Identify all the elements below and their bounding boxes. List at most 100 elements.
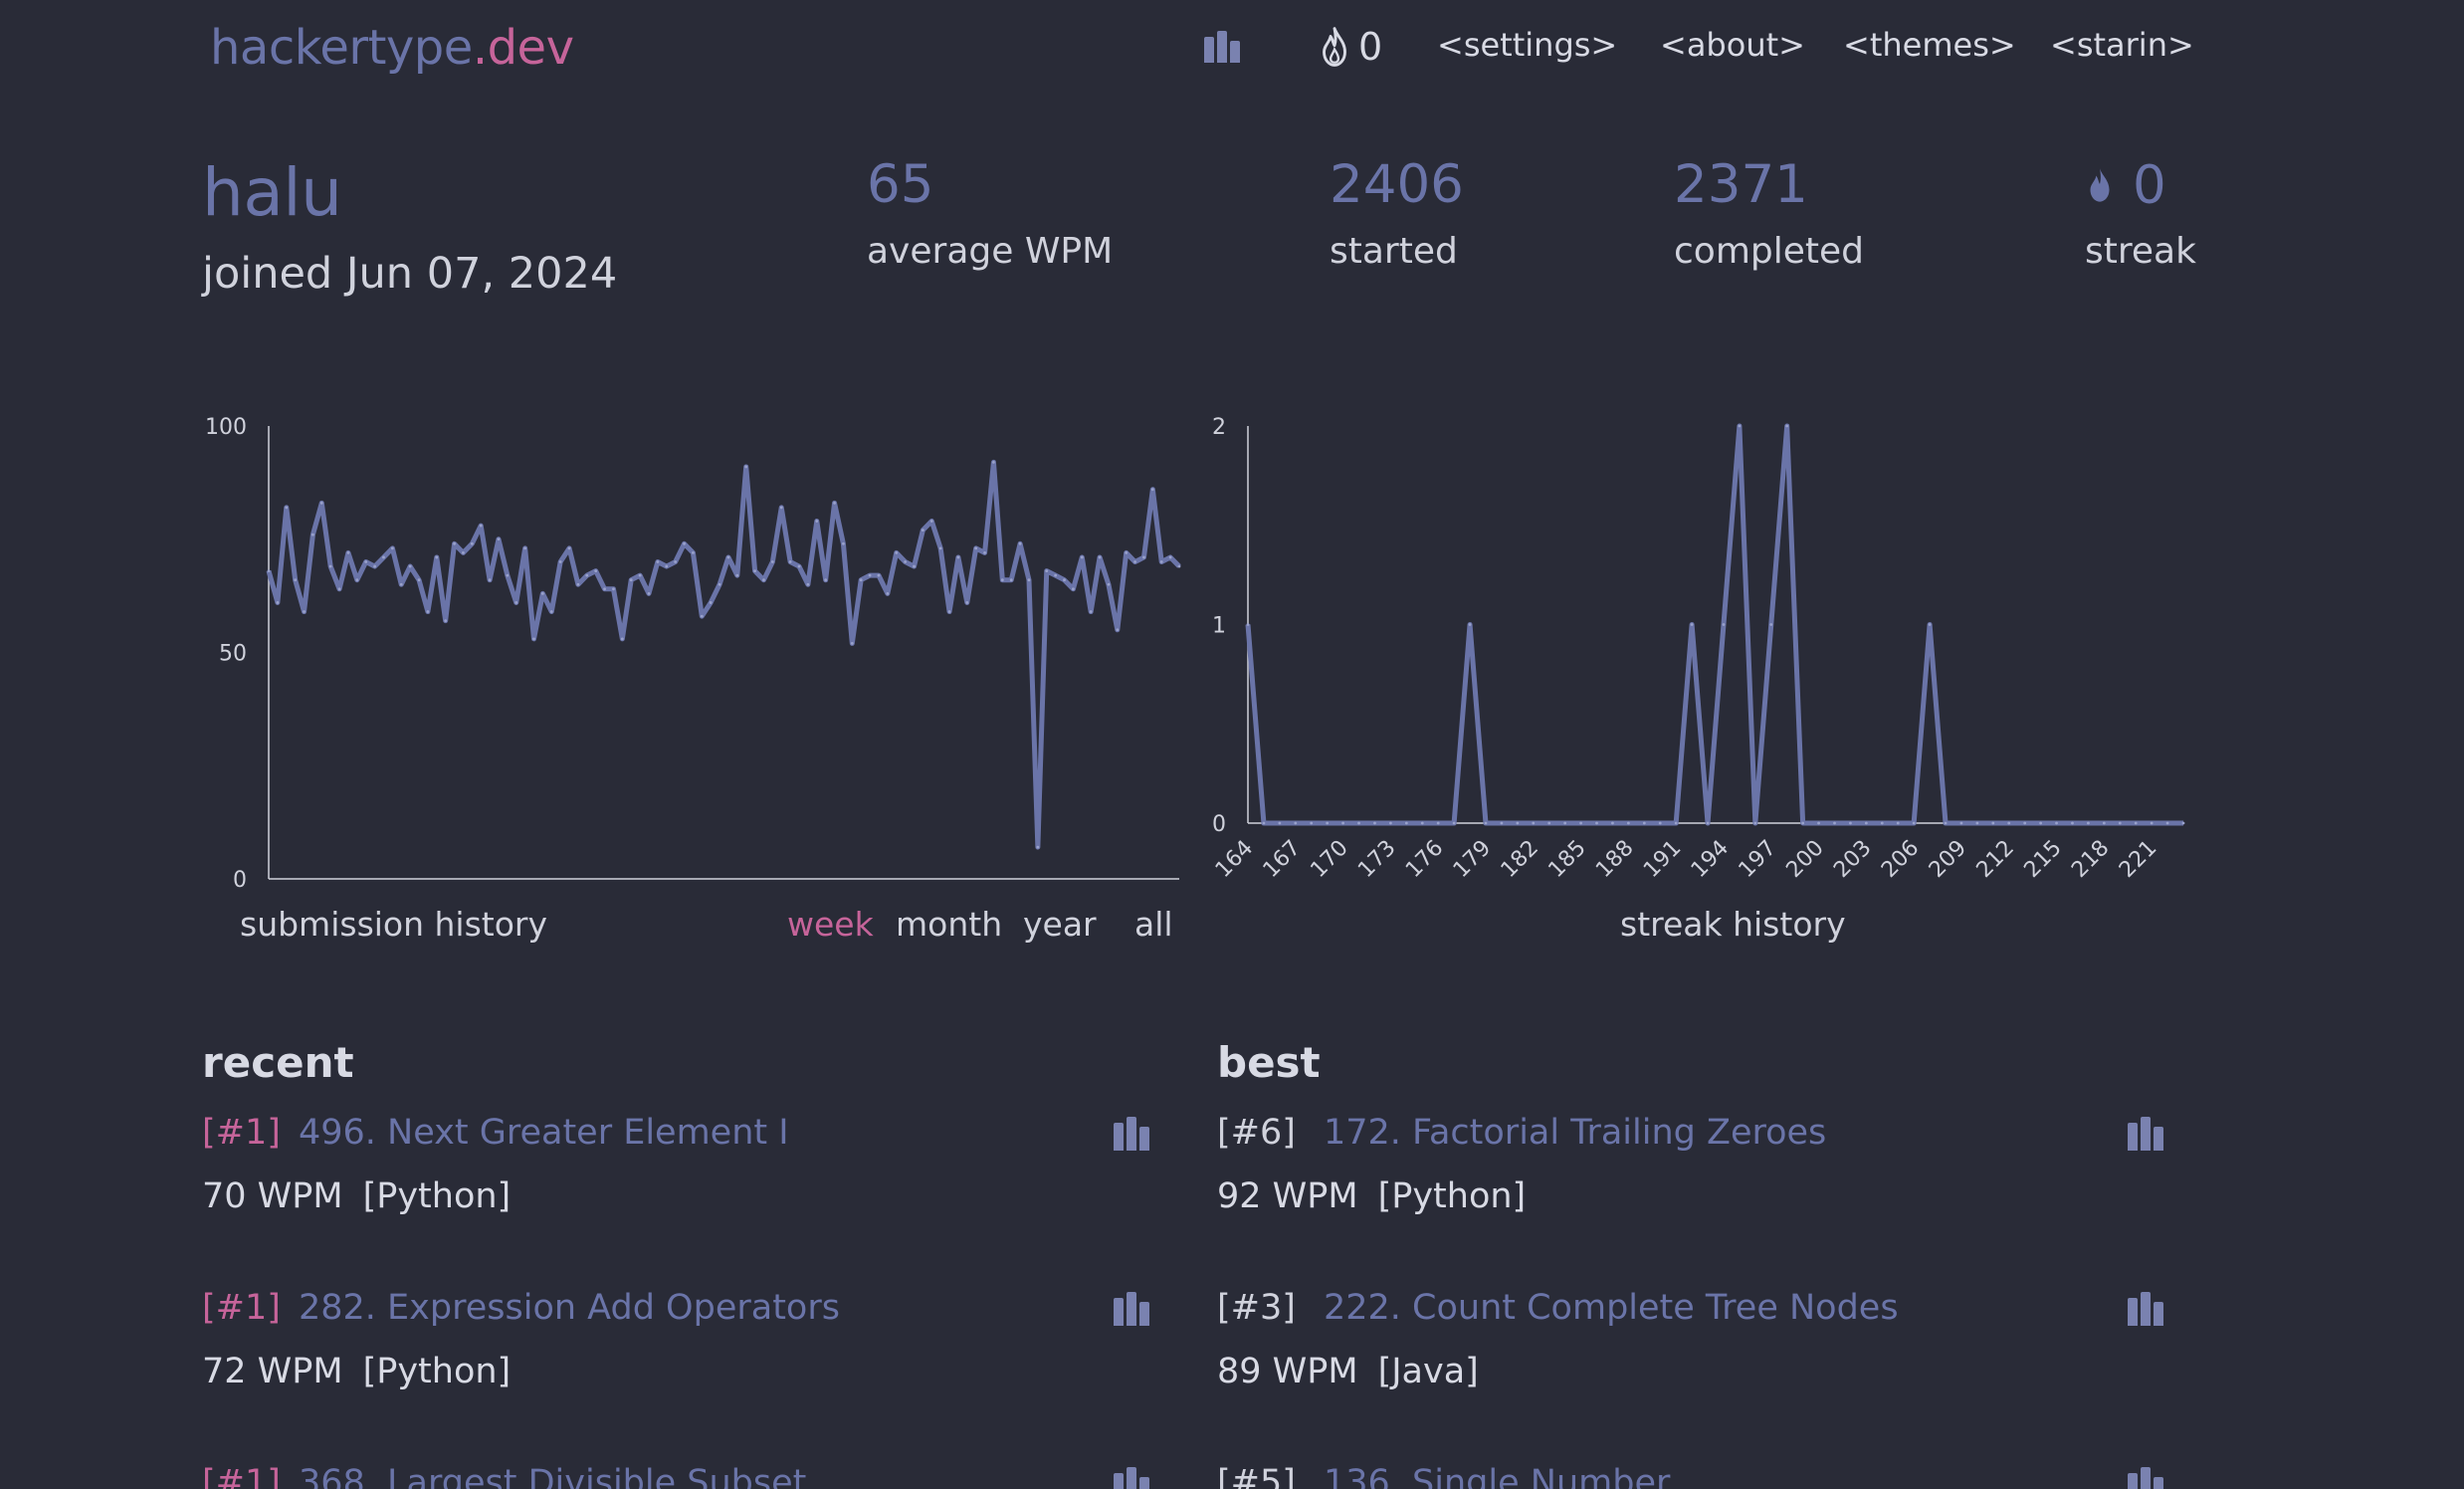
language-tag: [Python] [362,1176,512,1216]
streak-stat: 0 [2085,154,2166,216]
wpm-value: 92 WPM [1217,1176,1358,1216]
problem-title-link[interactable]: 136. Single Number [1324,1463,1671,1489]
flame-icon [2090,168,2110,202]
submission-point [453,541,456,545]
streak-point [2118,821,2122,825]
streak-point [1769,623,1773,626]
submission-point [656,560,660,563]
submission-point [444,619,448,623]
submission-point [585,573,589,577]
wpm-value: 72 WPM [202,1352,343,1391]
submission-point [921,529,924,532]
submission-point [683,541,686,545]
leaderboard-icon[interactable] [1114,1467,1149,1489]
submission-point [1018,541,1022,545]
leaderboard-icon[interactable] [2128,1292,2163,1326]
x-tick-label: 212 [1972,836,2019,883]
x-tick-label: 194 [1687,836,1734,883]
problem-title-link[interactable]: 282. Expression Add Operators [299,1288,840,1328]
streak-point [2165,821,2169,825]
leaderboard-icon[interactable] [1114,1292,1149,1326]
submission-point [770,560,774,563]
submission-point [346,551,350,554]
submission-point [824,578,828,582]
streak-point [2007,821,2011,825]
problem-title-link[interactable]: 222. Count Complete Tree Nodes [1324,1288,1899,1328]
submission-point [497,537,501,541]
x-tick-label: 209 [1925,836,1971,883]
leaderboard-icon[interactable] [2128,1117,2163,1151]
rank-badge: [#1] [202,1463,281,1489]
nav-about-link[interactable]: <about> [1660,26,1805,64]
submission-point [956,555,960,559]
submission-point [779,506,783,510]
x-tick-label: 215 [2019,836,2066,883]
nav-starin-link[interactable]: <starin> [2050,26,2194,64]
submission-point [532,637,535,641]
submission-point [1107,582,1111,586]
x-tick-label: 176 [1401,836,1448,883]
leaderboard-icon[interactable] [1114,1117,1149,1151]
range-all-button[interactable]: all [1134,905,1173,944]
streak-point [1595,821,1598,825]
streak-point [1373,821,1376,825]
submission-point [665,564,669,568]
submission-point [1000,578,1004,582]
submission-point [726,555,730,559]
best-entry: [#5] 136. Single Number [1217,1463,2192,1489]
submission-point [620,637,624,641]
submission-point [488,578,492,582]
submission-point [1009,578,1013,582]
leaderboard-icon[interactable] [1204,31,1240,63]
problem-title-link[interactable]: 368. Largest Divisible Subset [299,1463,807,1489]
submission-point [692,551,695,554]
x-tick-label: 221 [2115,836,2161,883]
streak-point [1785,424,1789,428]
streak-point [1928,623,1932,626]
streak-point [1516,821,1520,825]
problem-title-link[interactable]: 496. Next Greater Element I [299,1113,789,1153]
submission-point [788,560,792,563]
site-logo[interactable]: hackertype.dev [210,20,574,76]
nav-themes-link[interactable]: <themes> [1843,26,2016,64]
submission-point [382,555,385,559]
streak-point [1912,821,1916,825]
submission-point [462,551,465,554]
submission-point [1071,587,1075,591]
best-entry: [#3] 222. Count Complete Tree Nodes 89 W… [1217,1288,2192,1447]
rank-badge: [#6] [1217,1113,1296,1153]
nav-settings-link[interactable]: <settings> [1437,26,1618,64]
language-tag: [Python] [362,1352,512,1391]
problem-title-link[interactable]: 172. Factorial Trailing Zeroes [1324,1113,1827,1153]
streak-point [1547,821,1551,825]
submission-point [1089,610,1093,613]
streak-point [1959,821,1963,825]
streak-point [1341,821,1344,825]
submission-point [868,573,872,577]
submission-point [700,614,704,618]
streak-point [1642,821,1646,825]
range-year-button[interactable]: year [1023,905,1097,944]
x-tick-label: 206 [1877,836,1924,883]
logo-domain: .dev [472,20,574,76]
submission-point [1125,551,1129,554]
streak-point [2055,821,2058,825]
leaderboard-icon[interactable] [2128,1467,2163,1489]
streak-point [2150,821,2154,825]
x-tick-label: 164 [1211,836,1258,883]
y-tick-label: 50 [219,642,247,667]
range-month-button[interactable]: month [896,905,1003,944]
submission-point [267,569,271,572]
best-heading: best [1217,1038,1321,1087]
submission-point [506,573,510,577]
username: halu [202,154,342,231]
range-week-button[interactable]: week [787,905,874,944]
submission-point [337,587,341,591]
streak-point [1944,821,1948,825]
streak-point [1611,821,1614,825]
x-tick-label: 179 [1449,836,1496,883]
submission-point [929,520,933,523]
submission-point [735,573,739,577]
streak-point [1833,821,1836,825]
